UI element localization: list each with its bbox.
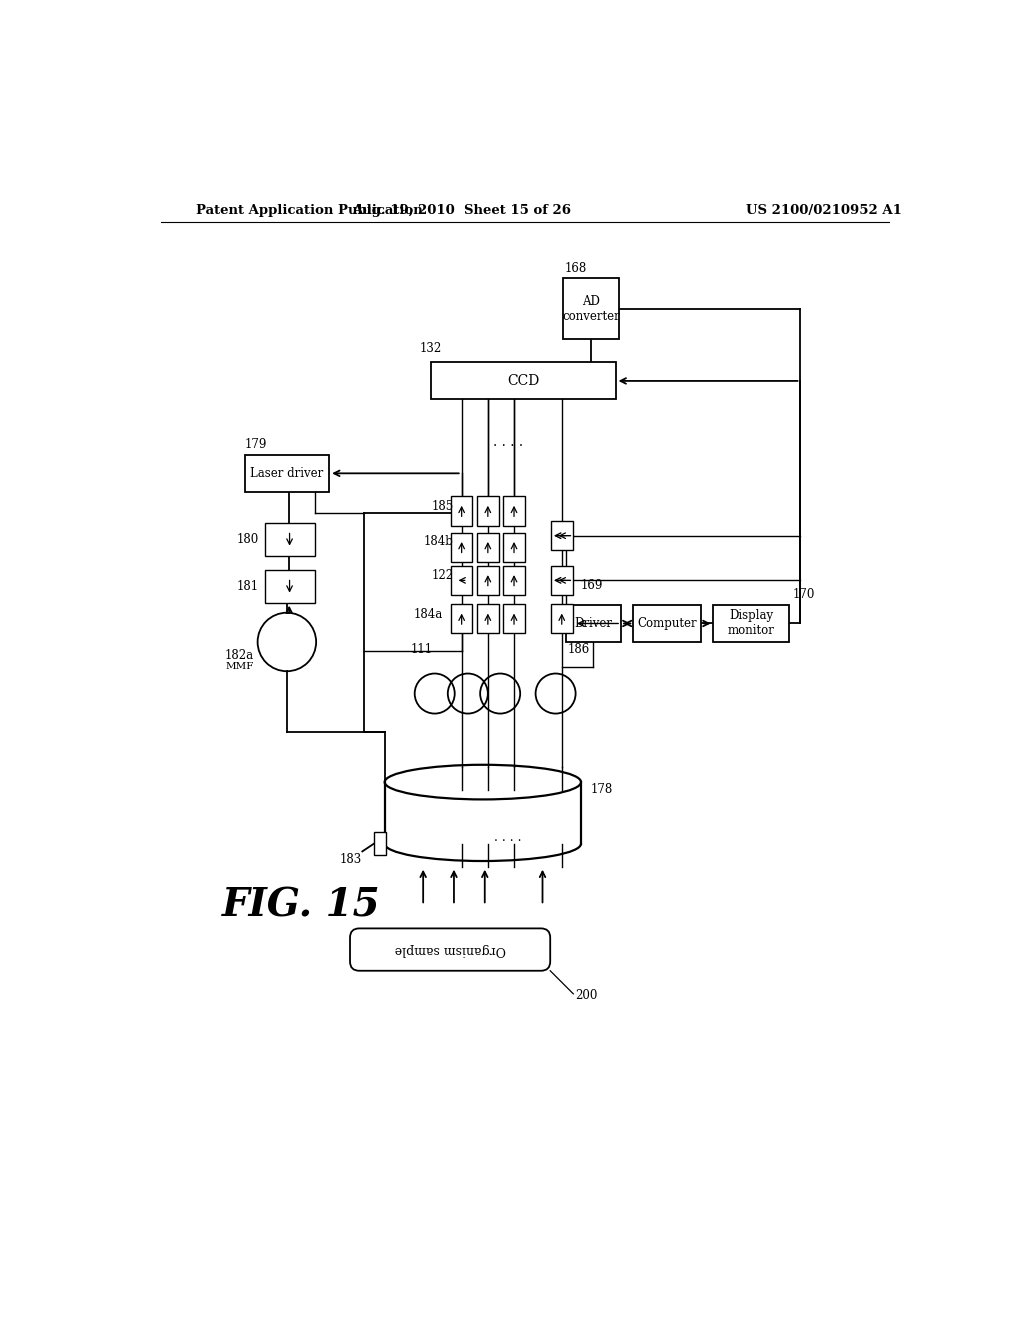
Text: 182a: 182a [224, 649, 254, 663]
Bar [634, 605, 701, 642]
Text: Laser driver: Laser driver [250, 467, 324, 480]
Text: 184a: 184a [414, 607, 443, 620]
FancyBboxPatch shape [350, 928, 550, 970]
Text: 168: 168 [565, 261, 587, 275]
Bar [477, 533, 499, 562]
Text: 178: 178 [590, 783, 612, 796]
Bar [503, 605, 524, 634]
Text: 122: 122 [432, 569, 454, 582]
Bar [264, 524, 314, 556]
Text: Driver: Driver [574, 616, 612, 630]
Text: 181: 181 [237, 579, 258, 593]
Text: 185: 185 [432, 500, 454, 513]
Text: FIG. 15: FIG. 15 [221, 886, 380, 924]
Bar [451, 533, 472, 562]
Text: AD
converter: AD converter [562, 294, 620, 322]
Bar [431, 363, 615, 400]
Bar [503, 566, 524, 595]
Text: 169: 169 [581, 579, 602, 593]
Bar [551, 605, 572, 634]
Bar [245, 455, 330, 492]
Text: 180: 180 [237, 533, 258, 546]
Bar [477, 496, 499, 525]
Text: 186: 186 [568, 643, 590, 656]
Text: 184b: 184b [424, 536, 454, 548]
Bar [551, 566, 572, 595]
Bar [264, 570, 314, 603]
Text: US 2100/0210952 A1: US 2100/0210952 A1 [745, 205, 901, 218]
Bar [451, 566, 472, 595]
Bar [503, 496, 524, 525]
Text: Display
monitor: Display monitor [728, 610, 774, 638]
Text: Organism sample: Organism sample [394, 942, 506, 956]
Text: 170: 170 [793, 587, 815, 601]
Bar [551, 521, 572, 550]
Bar [565, 605, 621, 642]
Bar [451, 496, 472, 525]
Text: . . . .: . . . . [495, 832, 521, 843]
Text: MMF: MMF [225, 663, 254, 671]
Text: 111: 111 [411, 643, 432, 656]
Text: Aug. 19, 2010  Sheet 15 of 26: Aug. 19, 2010 Sheet 15 of 26 [352, 205, 571, 218]
Text: Patent Application Publication: Patent Application Publication [196, 205, 423, 218]
Text: CCD: CCD [507, 374, 540, 388]
Text: 183: 183 [340, 853, 362, 866]
Bar [374, 832, 386, 855]
Text: Computer: Computer [637, 616, 697, 630]
Text: 132: 132 [419, 342, 441, 355]
Text: . . . .: . . . . [493, 434, 523, 449]
Bar [477, 605, 499, 634]
Bar [714, 605, 788, 642]
Text: 200: 200 [574, 989, 597, 1002]
Bar [451, 605, 472, 634]
Bar [477, 566, 499, 595]
Bar [503, 533, 524, 562]
Bar [563, 277, 618, 339]
Text: 179: 179 [245, 437, 267, 450]
